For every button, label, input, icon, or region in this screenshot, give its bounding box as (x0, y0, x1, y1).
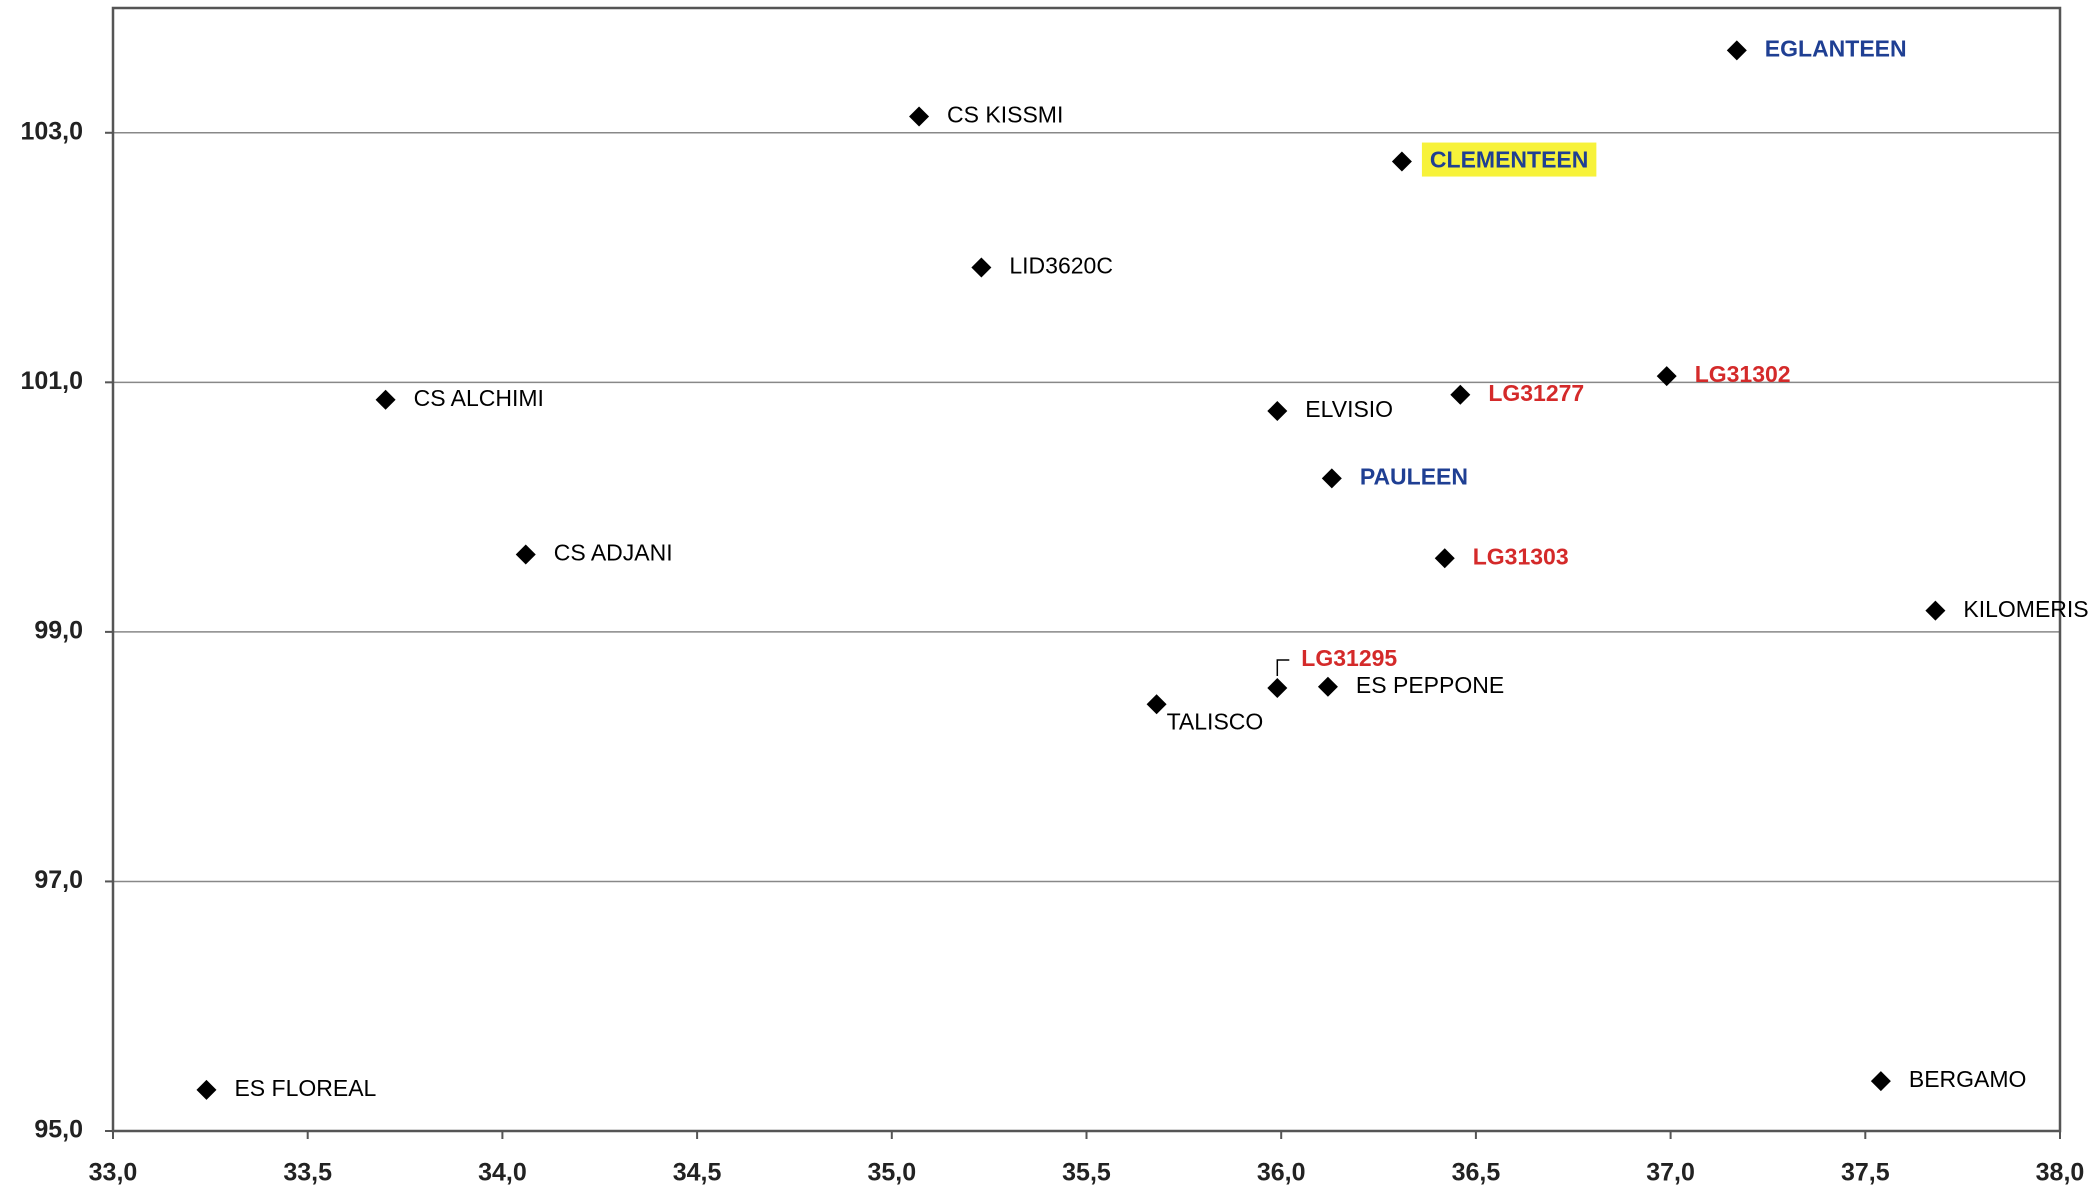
x-tick-label: 33,0 (89, 1159, 138, 1187)
x-tick-label: 37,0 (1646, 1159, 1695, 1187)
x-tick-label: 35,0 (867, 1159, 916, 1187)
point-label: TALISCO (1167, 708, 1264, 734)
point-label: LG31302 (1695, 361, 1791, 387)
point-label: ES FLOREAL (234, 1075, 376, 1101)
point (515, 544, 536, 565)
point (375, 389, 396, 410)
x-tick-label: 37,5 (1841, 1159, 1890, 1187)
point (1267, 678, 1288, 699)
point-label: CS KISSMI (947, 102, 1063, 128)
y-tick-label: 97,0 (34, 866, 83, 894)
point (1321, 468, 1342, 489)
label-highlight (1421, 142, 1597, 177)
point-label: LG31295 (1301, 645, 1397, 671)
point (1726, 40, 1747, 61)
x-tick-label: 36,5 (1452, 1159, 1501, 1187)
x-tick-label: 34,0 (478, 1159, 527, 1187)
x-tick-label: 34,5 (673, 1159, 722, 1187)
point (1317, 676, 1338, 697)
point-label: LG31277 (1488, 380, 1584, 406)
point (1925, 600, 1946, 621)
point-label: EGLANTEEN (1765, 36, 1907, 62)
x-tick-label: 35,5 (1062, 1159, 1111, 1187)
leader-line (1276, 659, 1290, 677)
point (1434, 548, 1455, 569)
point-label: BERGAMO (1909, 1066, 2027, 1092)
point-label: PAULEEN (1360, 463, 1468, 489)
point-label: CS ALCHIMI (414, 385, 544, 411)
y-tick-label: 95,0 (34, 1116, 83, 1144)
plot-frame (111, 6, 2062, 1133)
point (1450, 384, 1471, 405)
point-label: ES PEPPONE (1356, 672, 1504, 698)
point-label: KILOMERIS (1963, 596, 2088, 622)
y-tick-label: 99,0 (34, 616, 83, 644)
point-label: ELVISIO (1305, 396, 1393, 422)
point (1870, 1071, 1891, 1092)
point-label: CLEMENTEEN (1430, 147, 1588, 173)
point (1656, 366, 1677, 387)
point (1267, 401, 1288, 422)
x-tick-label: 36,0 (1257, 1159, 1306, 1187)
point (1146, 694, 1167, 715)
y-tick-label: 101,0 (20, 367, 83, 395)
point-label: CS ADJANI (554, 540, 673, 566)
point-label: LID3620C (1009, 253, 1113, 279)
point (196, 1079, 217, 1100)
x-tick-label: 38,0 (2036, 1159, 2085, 1187)
y-tick-label: 103,0 (20, 117, 83, 145)
point (1391, 151, 1412, 172)
point (971, 257, 992, 278)
point-label: LG31303 (1473, 543, 1569, 569)
point (909, 106, 930, 127)
x-tick-label: 33,5 (283, 1159, 332, 1187)
